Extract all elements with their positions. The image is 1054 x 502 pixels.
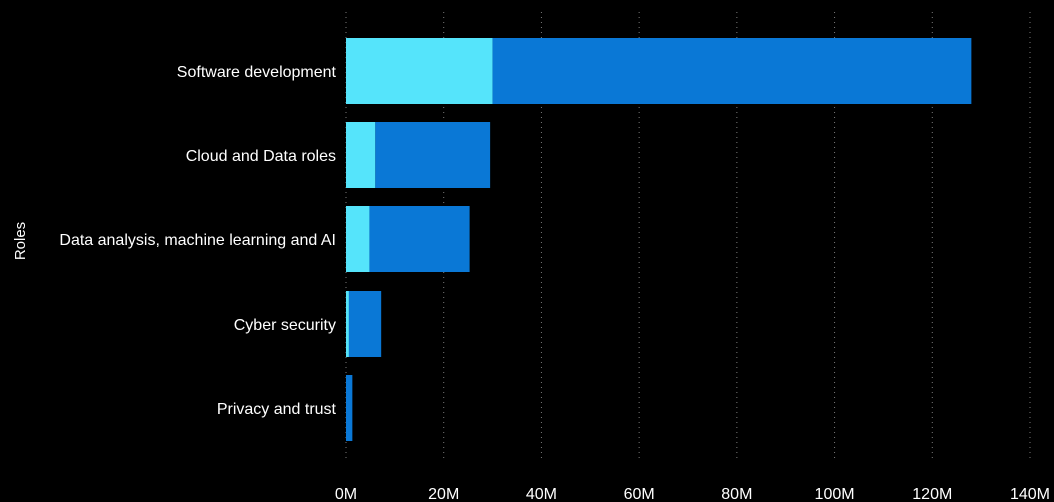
bar-segment[interactable] [346, 375, 353, 441]
category-label: Privacy and trust [217, 401, 337, 418]
bar-segment[interactable] [348, 291, 382, 357]
category-label: Software development [177, 64, 337, 81]
bar-segment[interactable] [492, 38, 972, 104]
x-tick-label: 60M [624, 486, 655, 502]
category-label: Cloud and Data roles [186, 148, 336, 165]
x-tick-label: 120M [912, 486, 952, 502]
bar-segment[interactable] [375, 122, 491, 188]
x-tick-label: 0M [335, 486, 357, 502]
bars [346, 38, 972, 441]
category-label: Cyber security [234, 317, 336, 334]
x-tick-label: 140M [1010, 486, 1050, 502]
bar-segment[interactable] [346, 291, 349, 357]
x-tick-label: 100M [815, 486, 855, 502]
bar-segment[interactable] [346, 206, 370, 272]
x-tick-label: 40M [526, 486, 557, 502]
bar-segment[interactable] [346, 122, 376, 188]
category-labels: Software development Cloud and Data roles… [59, 64, 336, 418]
x-tick-label: 20M [428, 486, 459, 502]
y-axis-title: Roles [12, 222, 29, 260]
category-label: Data analysis, machine learning and AI [59, 232, 336, 249]
x-tick-labels: 0M 20M 40M 60M 80M 100M 120M 140M [335, 486, 1050, 502]
bar-segment[interactable] [369, 206, 470, 272]
bar-segment[interactable] [346, 38, 493, 104]
x-tick-label: 80M [721, 486, 752, 502]
